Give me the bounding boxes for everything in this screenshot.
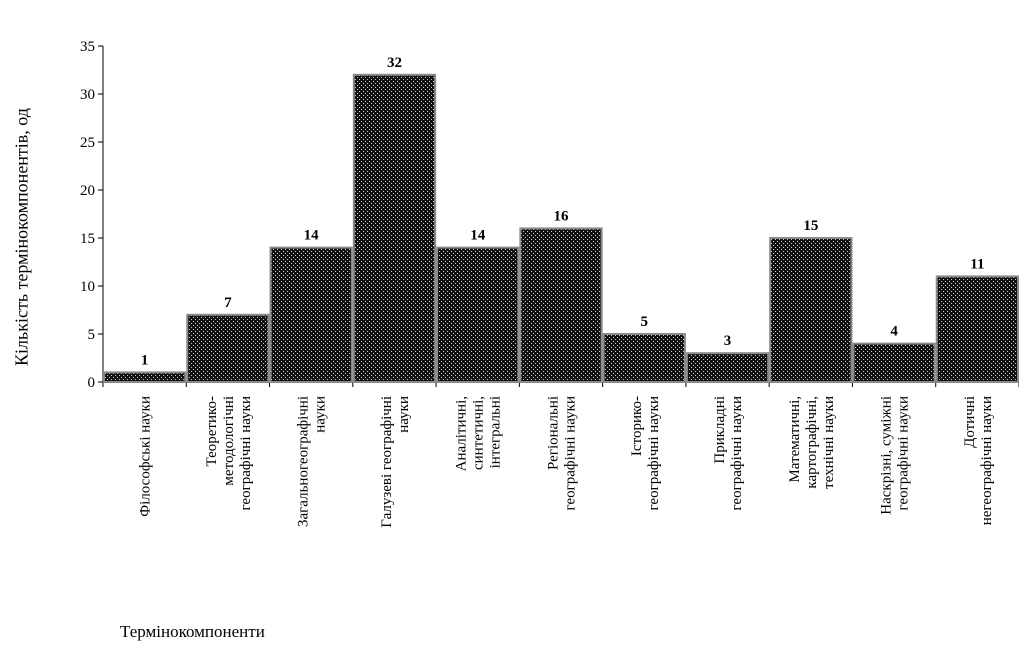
category-label: Теоретико-методологічні географічні науки: [204, 396, 254, 511]
category-label-line: Теоретико-: [204, 396, 220, 467]
category-label: Математичні, картографічні, технічні науки: [787, 396, 837, 489]
category-label-line: Філософські науки: [138, 396, 154, 517]
category-label-line: Наскрізні, суміжні: [879, 396, 895, 515]
category-label-line: Загальногеографічні: [296, 396, 312, 527]
bar: [519, 227, 603, 383]
category-labels: Філософські науки Теоретико-методологічні…: [138, 396, 995, 528]
category-label-line: негеографічні науки: [979, 396, 995, 525]
y-tick-label: 30: [80, 87, 95, 103]
y-tick-label: 0: [88, 375, 96, 391]
category-label-line: географічні науки: [646, 396, 662, 511]
category-label-line: Регіональні: [546, 396, 562, 470]
bar: [602, 333, 686, 383]
category-label-line: науки: [396, 396, 412, 433]
bar: [769, 237, 853, 383]
category-label-line: методологічні: [221, 396, 237, 486]
y-tick-label: 25: [80, 135, 95, 151]
category-label-line: географічні науки: [896, 396, 912, 511]
bar: [935, 275, 1019, 383]
bar-value-label: 4: [890, 324, 898, 340]
category-label: Загальногеографічні науки: [296, 396, 329, 527]
bar: [103, 371, 187, 383]
category-label-line: картографічні,: [804, 396, 820, 489]
category-label: Наскрізні, суміжні географічні науки: [879, 396, 912, 515]
bar: [352, 73, 437, 384]
y-tick-label: 20: [80, 183, 95, 199]
category-label-line: науки: [313, 396, 329, 433]
bar: [269, 246, 353, 383]
y-tick-label: 10: [80, 279, 95, 295]
category-label: Філософські науки: [138, 396, 154, 517]
category-label: Аналітичні, синтетичні, інтегральні: [454, 396, 504, 471]
y-tick-label: 5: [88, 327, 96, 343]
bar-value-label: 14: [470, 228, 486, 244]
bar-value-label: 15: [803, 218, 818, 234]
category-label: Дотичні негеографічні науки: [962, 396, 995, 525]
bar-value-label: 16: [554, 208, 570, 224]
category-label: Історико-географічні науки: [629, 396, 662, 511]
category-label-line: географічні науки: [563, 396, 579, 511]
category-label-line: синтетичні,: [471, 396, 487, 470]
bar-value-label: 5: [641, 314, 649, 330]
category-label: Прикладні географічні науки: [712, 396, 745, 511]
category-label-line: Історико-: [629, 396, 645, 456]
category-label: Галузеві географічні науки: [379, 396, 412, 528]
category-label-line: Дотичні: [962, 396, 978, 448]
bar: [685, 352, 770, 384]
bar: [186, 313, 270, 383]
y-axis-label: Кількість термінокомпонентів, од: [11, 108, 32, 366]
bars: [103, 73, 1019, 384]
category-label-line: географічні науки: [729, 396, 745, 511]
y-tick-label: 35: [80, 39, 95, 55]
category-label-line: Прикладні: [712, 396, 728, 464]
category-label-line: Аналітичні,: [454, 396, 470, 471]
bar-value-label: 1: [141, 352, 149, 368]
x-axis-label: Термінокомпоненти: [120, 622, 265, 641]
category-label-line: технічні науки: [821, 396, 837, 489]
category-label-line: Галузеві географічні: [379, 396, 395, 528]
bar: [436, 246, 520, 383]
category-label-line: Математичні,: [787, 396, 803, 483]
value-labels: 1 7 14 32 14 16 5 3 15 4 11: [141, 55, 985, 369]
y-tick-label: 15: [80, 231, 95, 247]
bar-value-label: 14: [304, 228, 320, 244]
bar-value-label: 3: [724, 333, 732, 349]
bar-value-label: 11: [970, 256, 984, 272]
category-label-line: інтегральні: [488, 396, 504, 468]
bar-value-label: 32: [387, 55, 402, 71]
category-label: Регіональні географічні науки: [546, 396, 579, 511]
bar: [852, 342, 936, 384]
category-label-line: географічні науки: [238, 396, 254, 511]
bar-value-label: 7: [224, 295, 232, 311]
